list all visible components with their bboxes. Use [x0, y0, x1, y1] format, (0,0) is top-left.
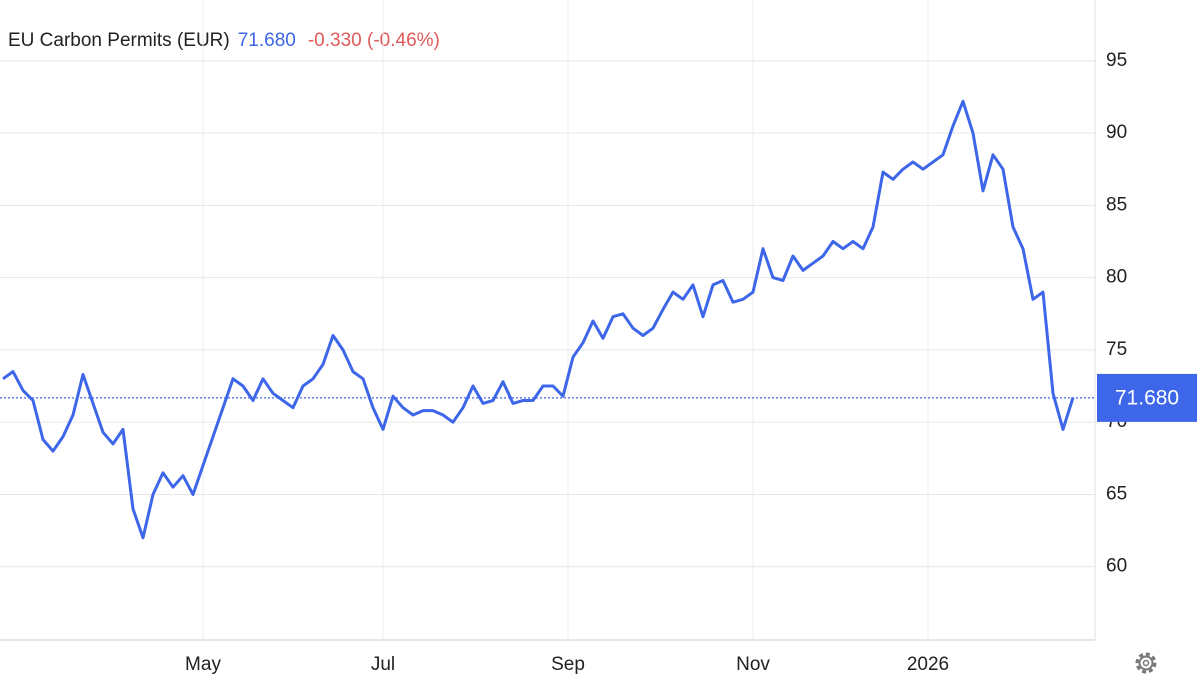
y-tick-label: 95 — [1106, 50, 1127, 71]
y-tick-label: 60 — [1106, 556, 1127, 577]
y-tick-label: 85 — [1106, 194, 1127, 215]
y-tick-label: 90 — [1106, 122, 1127, 143]
x-tick-label: Jul — [371, 654, 395, 675]
y-tick-label: 80 — [1106, 267, 1127, 288]
gear-body — [1138, 655, 1154, 671]
y-tick-label: 65 — [1106, 483, 1127, 504]
last-price-tag-label: 71.680 — [1115, 386, 1179, 409]
y-tick-label: 75 — [1106, 339, 1127, 360]
x-tick-label: Nov — [736, 654, 770, 675]
x-tick-label: Sep — [551, 654, 585, 675]
header: EU Carbon Permits (EUR) 71.680 -0.330 (-0.… — [8, 30, 440, 51]
price-change: -0.330 (-0.46%) — [308, 30, 440, 51]
settings-icon[interactable] — [1135, 652, 1157, 674]
gear-hole — [1142, 659, 1150, 667]
price-line — [2, 99, 1075, 540]
last-price-tag — [1097, 373, 1197, 422]
x-tick-label: 2026 — [907, 654, 949, 675]
chart-title: EU Carbon Permits (EUR) — [8, 30, 230, 51]
x-tick-label: May — [185, 654, 221, 675]
last-price: 71.680 — [238, 30, 296, 51]
gear-teeth — [1135, 652, 1157, 674]
